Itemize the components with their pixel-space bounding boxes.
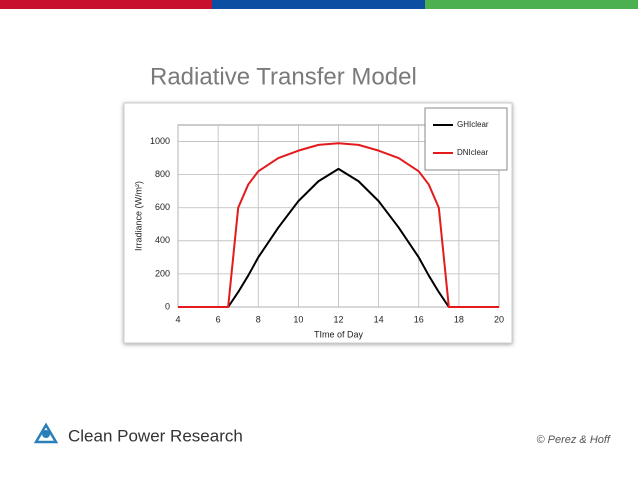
y-tick-label: 0 (165, 301, 170, 311)
x-tick-label: 8 (256, 314, 261, 324)
x-tick-label: 20 (494, 314, 504, 324)
x-tick-label: 6 (216, 314, 221, 324)
series-line (178, 142, 499, 308)
y-tick-label: 400 (155, 235, 170, 245)
legend-label: DNIclear (457, 148, 488, 157)
chart: 0 200 400 600 800 1000 4 6 8 10 12 14 16 18 20 TIme of … (133, 107, 508, 339)
x-tick-label: 14 (374, 314, 384, 324)
x-axis-label: TIme of Day (314, 329, 364, 339)
legend-box (424, 107, 508, 171)
x-tick-label: 12 (333, 314, 343, 324)
y-axis-label: Irradiance (W/m²) (133, 181, 143, 251)
top-bar-red (0, 0, 212, 9)
logo-icon (33, 422, 59, 444)
x-tick-label: 16 (414, 314, 424, 324)
legend-label: GHIclear (457, 120, 489, 129)
logo-text: Clean Power Research (68, 426, 243, 445)
y-tick-label: 600 (155, 202, 170, 212)
y-tick-label: 200 (155, 268, 170, 278)
x-tick-label: 4 (175, 314, 180, 324)
x-tick-label: 10 (293, 314, 303, 324)
series-line (178, 167, 499, 308)
top-bar-blue (212, 0, 425, 9)
x-tick-label: 18 (454, 314, 464, 324)
top-bar-green (425, 0, 638, 9)
credit: © Perez & Hoff (536, 434, 610, 446)
y-tick-label: 800 (155, 169, 170, 179)
slide-title: Radiative Transfer Model (150, 63, 417, 90)
y-tick-label: 1000 (150, 136, 170, 146)
